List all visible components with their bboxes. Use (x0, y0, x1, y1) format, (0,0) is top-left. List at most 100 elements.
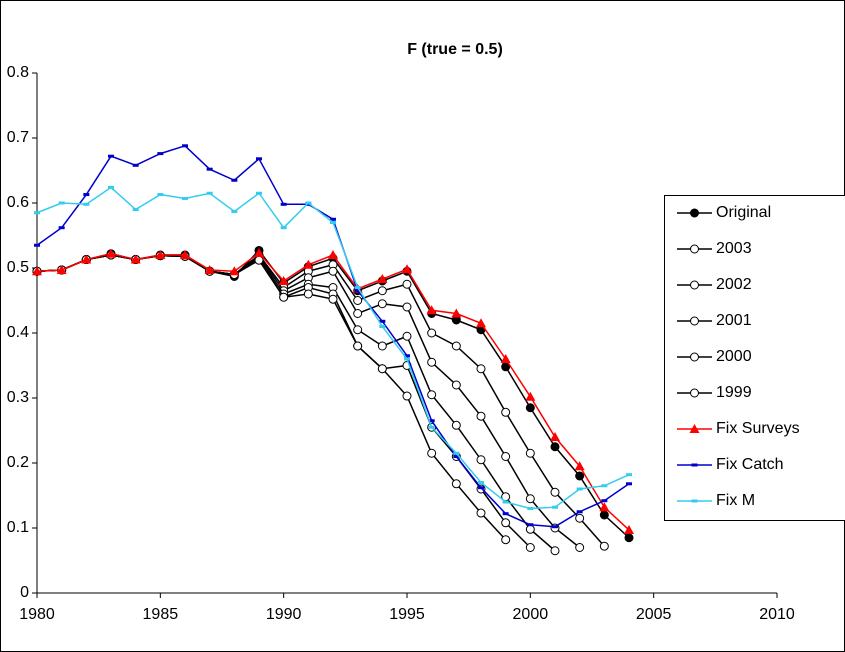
marker (56, 264, 67, 274)
marker (525, 524, 535, 534)
legend-marker (691, 463, 698, 467)
marker (303, 259, 314, 269)
legend-label: 2003 (716, 240, 752, 257)
marker (428, 425, 435, 429)
marker (206, 167, 213, 171)
marker (453, 451, 460, 455)
legend-label: Fix M (716, 492, 755, 509)
marker (353, 325, 363, 335)
marker (402, 331, 412, 341)
marker (83, 193, 90, 197)
marker (155, 250, 166, 259)
marker (624, 533, 634, 543)
marker (182, 196, 188, 200)
marker (626, 482, 632, 486)
marker (157, 152, 164, 156)
legend-label: 2000 (716, 348, 752, 365)
marker (231, 178, 238, 182)
marker (256, 157, 262, 161)
x-tick-label: 2000 (513, 606, 549, 623)
marker (377, 364, 387, 374)
marker (206, 191, 213, 195)
marker (501, 518, 511, 528)
legend-marker (690, 316, 699, 326)
marker (501, 535, 511, 545)
marker (404, 357, 410, 361)
x-tick-label: 1985 (143, 606, 179, 623)
marker (328, 266, 338, 276)
marker (550, 442, 560, 452)
x-tick-label: 2005 (636, 606, 672, 623)
marker (81, 254, 92, 264)
legend-label: 1999 (716, 384, 752, 401)
chart-title: F (true = 0.5) (407, 41, 503, 58)
x-tick-label: 1980 (19, 606, 55, 623)
marker (453, 455, 460, 458)
marker (305, 201, 312, 205)
x-tick-label: 1995 (389, 606, 425, 623)
marker (576, 510, 583, 514)
marker (599, 541, 609, 551)
marker (377, 286, 387, 296)
marker (83, 202, 90, 206)
legend-marker (690, 388, 699, 398)
marker (402, 264, 412, 274)
marker (527, 507, 534, 510)
marker (353, 296, 363, 305)
marker (427, 357, 437, 367)
marker (476, 411, 486, 421)
marker (328, 294, 338, 304)
marker (402, 302, 412, 312)
marker (108, 154, 114, 158)
legend-marker (691, 499, 698, 503)
y-tick-label: 0.8 (7, 64, 29, 81)
marker (478, 486, 484, 490)
marker (132, 208, 139, 211)
marker (575, 471, 585, 481)
x-tick-label: 1990 (266, 606, 302, 623)
marker (500, 354, 511, 363)
marker (601, 484, 608, 488)
marker (478, 481, 484, 484)
legend-marker (689, 424, 700, 433)
marker (476, 508, 486, 518)
marker (402, 391, 412, 401)
marker (106, 248, 116, 258)
marker (599, 502, 610, 512)
marker (330, 217, 336, 221)
marker (280, 202, 287, 206)
marker (502, 512, 509, 516)
marker (550, 487, 560, 497)
marker (379, 325, 386, 328)
y-tick-label: 0.2 (7, 454, 29, 471)
y-tick-label: 0.4 (7, 324, 29, 341)
marker (501, 452, 511, 461)
legend-marker (690, 280, 699, 290)
marker (132, 163, 139, 167)
marker (353, 341, 363, 351)
marker (550, 546, 560, 556)
marker (428, 419, 435, 423)
marker (575, 543, 585, 552)
marker (58, 226, 65, 230)
marker (303, 289, 313, 299)
marker (353, 309, 363, 318)
x-tick-label: 2010 (759, 606, 795, 623)
marker (552, 505, 558, 509)
y-tick-label: 0 (20, 584, 29, 601)
marker (180, 250, 190, 259)
marker (451, 380, 461, 390)
marker (550, 432, 560, 441)
marker (330, 221, 336, 224)
y-tick-label: 0.5 (7, 259, 29, 276)
marker (377, 274, 388, 284)
marker (502, 500, 509, 504)
marker (278, 276, 289, 285)
marker (599, 510, 609, 520)
marker (279, 292, 289, 302)
marker (404, 354, 410, 358)
marker (402, 279, 412, 289)
marker (476, 318, 486, 328)
marker (626, 473, 632, 477)
